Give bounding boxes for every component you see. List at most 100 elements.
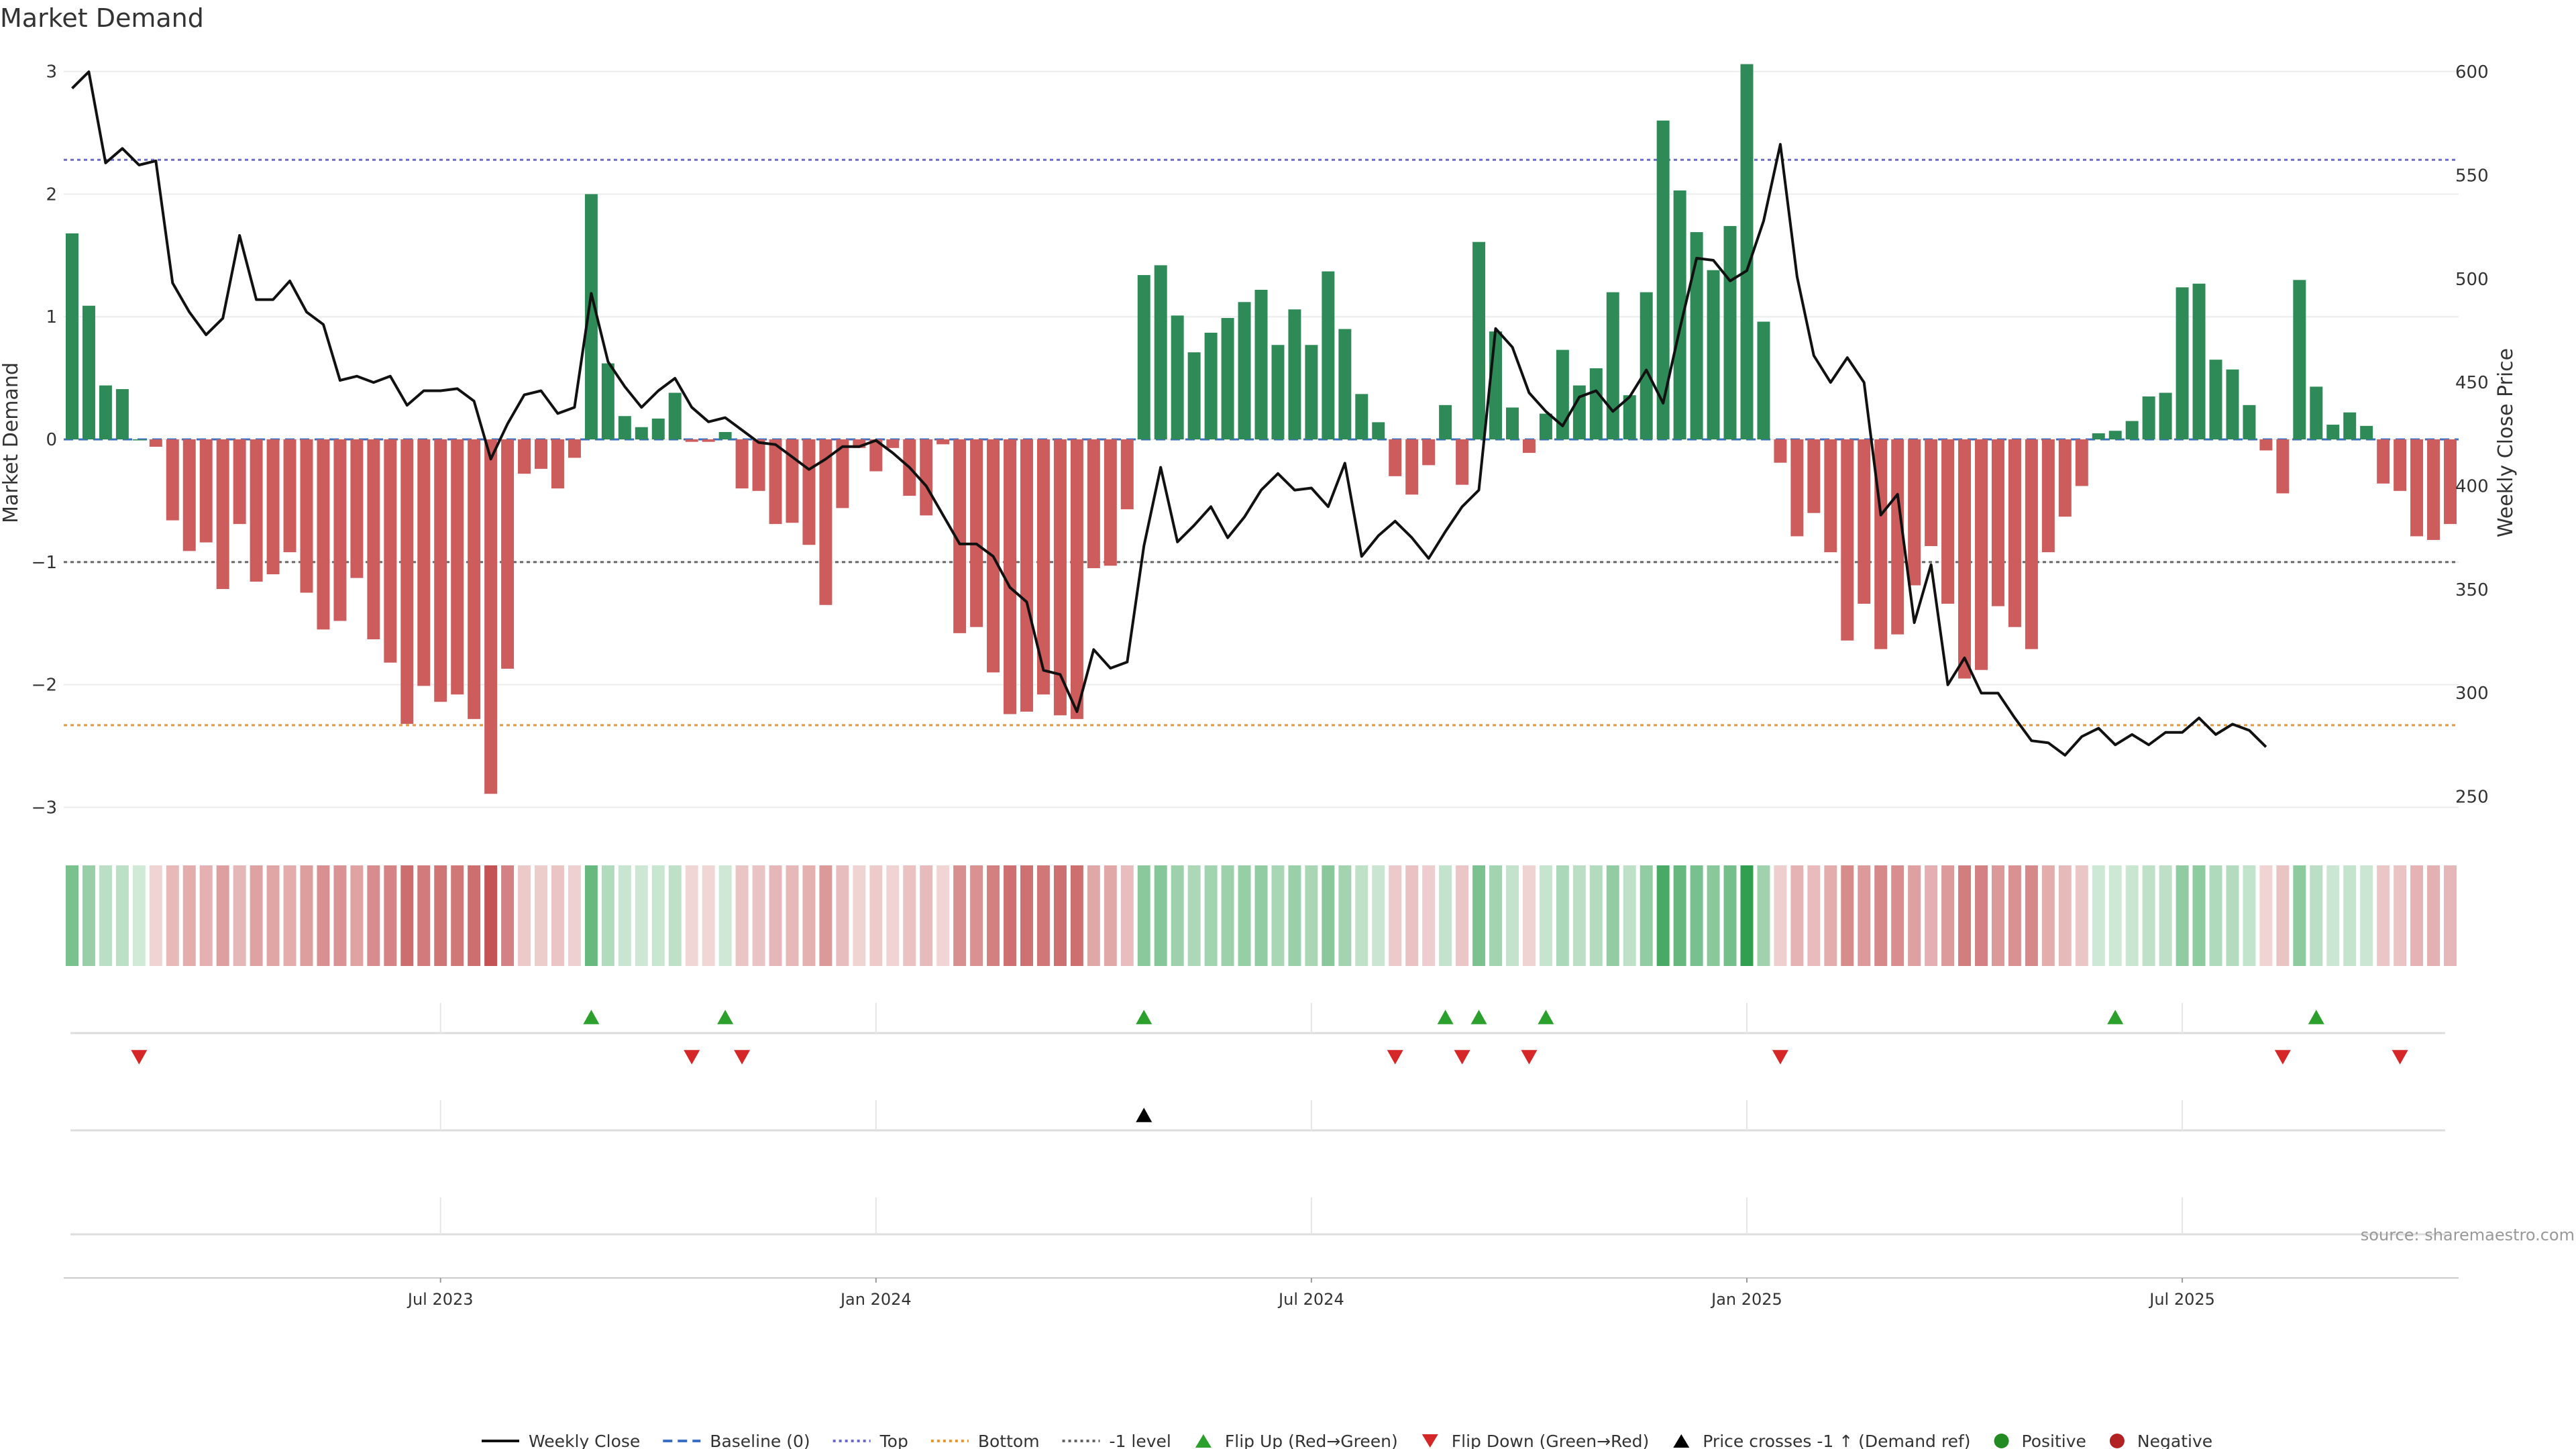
heat-cell <box>2444 865 2457 966</box>
heat-cell <box>1187 865 1201 966</box>
x-tick-label: Jan 2024 <box>839 1290 912 1309</box>
legend-dot-swatch <box>1994 1434 2009 1448</box>
demand-bar <box>1824 439 1837 553</box>
legend-label: Flip Up (Red→Green) <box>1225 1432 1398 1449</box>
heat-cell <box>149 865 162 966</box>
heat-cell <box>685 865 698 966</box>
heat-cell <box>802 865 816 966</box>
x-tick-label: Jul 2024 <box>1277 1290 1344 1309</box>
heat-cell <box>1120 865 1134 966</box>
heat-cell <box>786 865 799 966</box>
demand-bar <box>283 439 297 553</box>
demand-bar <box>1053 439 1067 716</box>
heat-cell <box>1254 865 1268 966</box>
heat-cell <box>1422 865 1436 966</box>
demand-bar <box>1858 439 1871 604</box>
heat-cell <box>1004 865 1017 966</box>
demand-bar <box>1556 350 1569 439</box>
demand-bar <box>1740 64 1754 439</box>
demand-bar <box>333 439 347 621</box>
demand-bar <box>1908 439 1921 586</box>
demand-bar <box>1120 439 1134 510</box>
y-tick-label-left: −1 <box>32 553 57 573</box>
heat-cell <box>1070 865 1083 966</box>
heat-cell <box>1908 865 1921 966</box>
flip-down-marker <box>1772 1050 1788 1065</box>
heat-cell <box>216 865 229 966</box>
demand-bar <box>1925 439 1938 547</box>
demand-bar <box>2444 439 2457 525</box>
heat-cell <box>1288 865 1301 966</box>
heat-cell <box>2176 865 2189 966</box>
demand-bar <box>920 439 933 516</box>
demand-bar <box>1456 439 1469 485</box>
source-credit: source: sharemaestro.com <box>2361 1226 2575 1244</box>
demand-bar <box>601 363 614 439</box>
flip-up-marker <box>1437 1010 1454 1024</box>
heat-cell <box>869 865 883 966</box>
demand-bar <box>1958 439 1972 679</box>
heat-cell <box>1472 865 1486 966</box>
heat-cell <box>233 865 246 966</box>
heat-cell <box>568 865 581 966</box>
heat-cell <box>668 865 682 966</box>
legend-label: Top <box>879 1432 908 1449</box>
heat-cell <box>2427 865 2440 966</box>
heat-cell <box>819 865 833 966</box>
demand-bar <box>1707 270 1720 439</box>
y-tick-label-left: 0 <box>46 430 57 450</box>
x-tick-label: Jul 2023 <box>407 1290 474 1309</box>
heat-cell <box>82 865 95 966</box>
demand-bar <box>702 439 715 442</box>
legend-triangle-down <box>1421 1434 1438 1448</box>
heat-cell <box>635 865 648 966</box>
demand-bar <box>1640 292 1653 439</box>
demand-bar <box>769 439 782 525</box>
demand-bar <box>199 439 213 543</box>
flip-up-marker <box>717 1010 734 1024</box>
demand-bar <box>970 439 983 627</box>
demand-bar <box>1472 241 1486 439</box>
heat-cell <box>1606 865 1619 966</box>
heat-cell <box>384 865 397 966</box>
demand-bar <box>819 439 833 605</box>
demand-bar <box>618 416 631 439</box>
y-tick-label-right: 350 <box>2455 580 2489 600</box>
heat-cell <box>1439 865 1452 966</box>
heat-cell <box>853 865 866 966</box>
demand-bar <box>149 439 162 447</box>
demand-bar <box>718 432 732 439</box>
flip-down-marker <box>2392 1050 2408 1065</box>
demand-bar <box>584 194 598 439</box>
demand-bar <box>367 439 380 639</box>
heat-cell <box>2159 865 2172 966</box>
demand-bar <box>1723 225 1737 439</box>
y-axis-right-label: Weekly Close Price <box>2494 348 2518 537</box>
heat-cell <box>166 865 179 966</box>
heat-cell <box>1522 865 1536 966</box>
heat-cell <box>1020 865 1033 966</box>
heat-cell <box>1673 865 1686 966</box>
heat-cell <box>182 865 196 966</box>
demand-bar <box>2377 439 2390 484</box>
demand-bar <box>2310 386 2323 439</box>
y-tick-label-left: 2 <box>46 184 57 205</box>
demand-bar <box>1405 439 1419 495</box>
heat-cell <box>199 865 213 966</box>
demand-bar <box>2276 439 2290 494</box>
demand-bar <box>384 439 397 663</box>
demand-bar <box>1004 439 1017 714</box>
heat-cell <box>2125 865 2139 966</box>
flip-up-marker <box>1538 1010 1554 1024</box>
heat-cell <box>1338 865 1352 966</box>
heat-cell <box>451 865 464 966</box>
heat-cell <box>1137 865 1150 966</box>
demand-bar <box>99 385 112 439</box>
demand-bar <box>1104 439 1117 566</box>
y-axis-left-label: Market Demand <box>0 362 23 523</box>
demand-bar <box>1790 439 1804 537</box>
demand-bar <box>551 439 564 489</box>
heat-cell <box>1322 865 1335 966</box>
legend-label: Flip Down (Green→Red) <box>1452 1432 1650 1449</box>
demand-bar <box>2410 439 2424 537</box>
